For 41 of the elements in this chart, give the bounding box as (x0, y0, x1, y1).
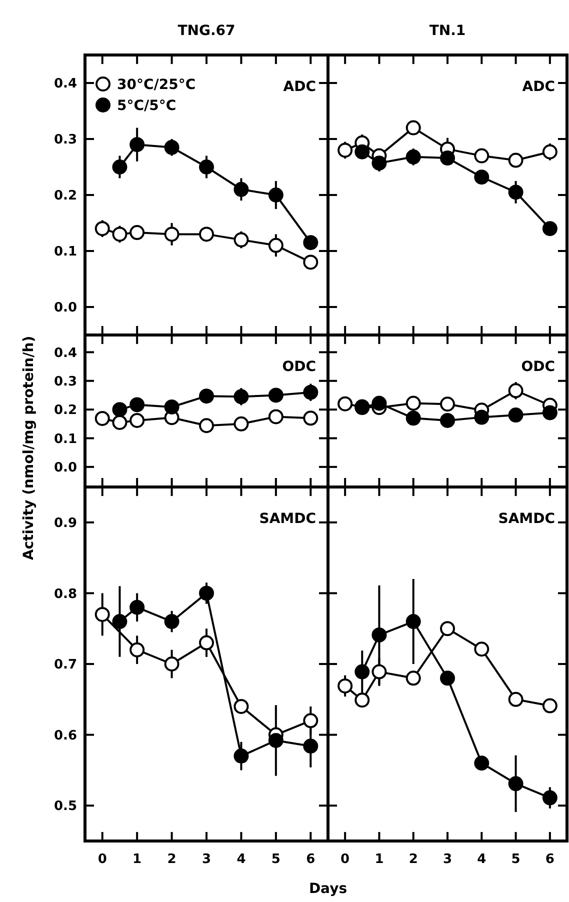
y-tick-label: 0.6 (54, 728, 77, 744)
annotation: ADC (283, 79, 316, 95)
y-tick-label: 0.3 (54, 132, 77, 148)
legend-label: 30°C/25°C (117, 76, 196, 93)
x-tick-label: 5 (271, 852, 280, 867)
y-tick-label: 0.4 (54, 76, 77, 92)
x-tick-label: 3 (202, 852, 212, 867)
x-tick-label: 4 (236, 852, 246, 867)
x-tick-label: 5 (511, 852, 520, 867)
annotation: ODC (521, 359, 555, 375)
x-tick-label: 1 (132, 852, 142, 867)
x-tick-label: 4 (477, 852, 486, 867)
x-tick-label: 2 (167, 852, 176, 867)
y-tick-label: 0.1 (54, 432, 77, 447)
legend-label: 5°C/5°C (117, 98, 176, 114)
y-tick-label: 0.2 (54, 188, 77, 204)
chart-title: TN.1 (429, 23, 466, 39)
y-tick-label: 0.3 (54, 374, 77, 390)
x-tick-label: 0 (340, 852, 350, 867)
x-tick-label: 0 (98, 852, 107, 867)
x-tick-label: 1 (374, 852, 384, 867)
y-tick-label: 0.8 (54, 586, 77, 602)
x-tick-label: 6 (545, 852, 554, 867)
y-tick-label: 0.1 (54, 244, 77, 260)
annotation: SAMDC (498, 511, 555, 527)
annotation: ADC (522, 79, 555, 95)
y-tick-label: 0.0 (54, 300, 77, 316)
y-tick-label: 0.2 (54, 403, 77, 418)
y-tick-label: 0.4 (54, 346, 77, 361)
chart-title: TNG.67 (178, 23, 236, 39)
x-tick-label: 3 (442, 852, 452, 867)
annotation: ODC (282, 359, 316, 375)
y-tick-label: 0.9 (54, 516, 77, 531)
x-tick-label: 2 (408, 852, 418, 867)
y-axis-title: Activity (nmol/mg protein/h) (21, 336, 37, 560)
y-tick-label: 0.0 (54, 460, 77, 476)
x-axis-title: Days (308, 881, 348, 897)
y-tick-label: 0.5 (54, 799, 77, 814)
y-tick-label: 0.7 (54, 658, 77, 673)
annotation: SAMDC (259, 511, 316, 527)
x-tick-label: 6 (306, 852, 316, 867)
